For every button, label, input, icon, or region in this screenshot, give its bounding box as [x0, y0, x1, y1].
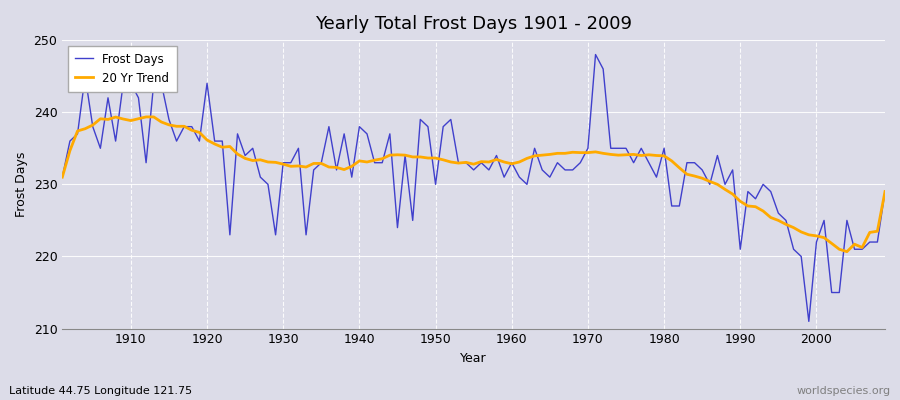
20 Yr Trend	[507, 161, 517, 166]
20 Yr Trend	[879, 189, 890, 194]
Line: 20 Yr Trend: 20 Yr Trend	[62, 117, 885, 252]
Frost Days	[606, 146, 616, 151]
X-axis label: Year: Year	[460, 352, 487, 365]
Y-axis label: Frost Days: Frost Days	[15, 152, 28, 217]
Frost Days	[590, 52, 601, 57]
Frost Days	[331, 168, 342, 172]
Frost Days	[879, 189, 890, 194]
Frost Days	[804, 319, 814, 324]
20 Yr Trend	[57, 175, 68, 180]
Frost Days	[499, 175, 509, 180]
Frost Days	[285, 160, 296, 165]
Title: Yearly Total Frost Days 1901 - 2009: Yearly Total Frost Days 1901 - 2009	[315, 15, 632, 33]
Frost Days	[57, 175, 68, 180]
Legend: Frost Days, 20 Yr Trend: Frost Days, 20 Yr Trend	[68, 46, 176, 92]
20 Yr Trend	[514, 160, 525, 164]
20 Yr Trend	[118, 117, 129, 122]
Text: worldspecies.org: worldspecies.org	[796, 386, 891, 396]
Frost Days	[118, 81, 129, 86]
20 Yr Trend	[338, 167, 349, 172]
Line: Frost Days: Frost Days	[62, 54, 885, 321]
20 Yr Trend	[842, 249, 852, 254]
20 Yr Trend	[606, 152, 616, 157]
20 Yr Trend	[293, 164, 304, 168]
20 Yr Trend	[140, 114, 151, 119]
Text: Latitude 44.75 Longitude 121.75: Latitude 44.75 Longitude 121.75	[9, 386, 192, 396]
Frost Days	[507, 160, 517, 165]
